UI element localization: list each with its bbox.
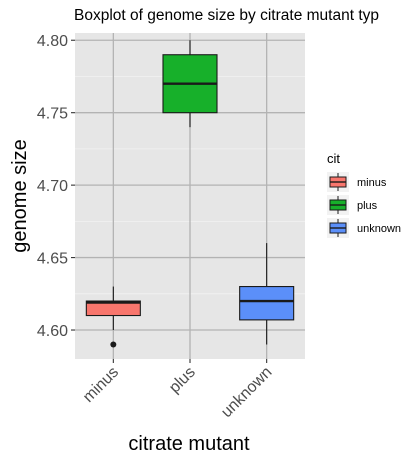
legend-label: plus (357, 200, 378, 212)
box-minus (85, 286, 141, 348)
x-axis: minus plus unknown (80, 359, 275, 421)
y-tick-label: 4.60 (37, 323, 68, 340)
y-tick-label: 4.70 (37, 178, 68, 195)
box-series (85, 40, 295, 348)
y-tick-label: 4.80 (37, 33, 68, 50)
y-axis-label: genome size (9, 139, 31, 252)
y-tick-label: 4.65 (37, 251, 68, 268)
outlier-point (110, 341, 117, 348)
legend-item-plus: plus (327, 195, 378, 215)
y-tick-label: 4.75 (37, 106, 68, 123)
legend-label: minus (357, 177, 387, 189)
legend-label: unknown (357, 223, 401, 235)
x-tick-label: unknown (218, 364, 275, 421)
box-iqr (85, 300, 141, 317)
legend: cit minus plus unknown (327, 151, 401, 238)
legend-title: cit (327, 151, 340, 166)
x-tick-label: minus (80, 364, 122, 406)
legend-item-unknown: unknown (327, 218, 401, 238)
chart-title: Boxplot of genome size by citrate mutant… (74, 7, 379, 24)
box-iqr (239, 286, 295, 321)
y-axis: 4.60 4.65 4.70 4.75 4.80 (37, 33, 75, 340)
legend-item-minus: minus (327, 172, 387, 192)
x-tick-label: plus (166, 364, 199, 397)
x-axis-label: citrate mutant (128, 433, 250, 455)
box-unknown (239, 243, 295, 345)
box-plus (162, 40, 218, 128)
